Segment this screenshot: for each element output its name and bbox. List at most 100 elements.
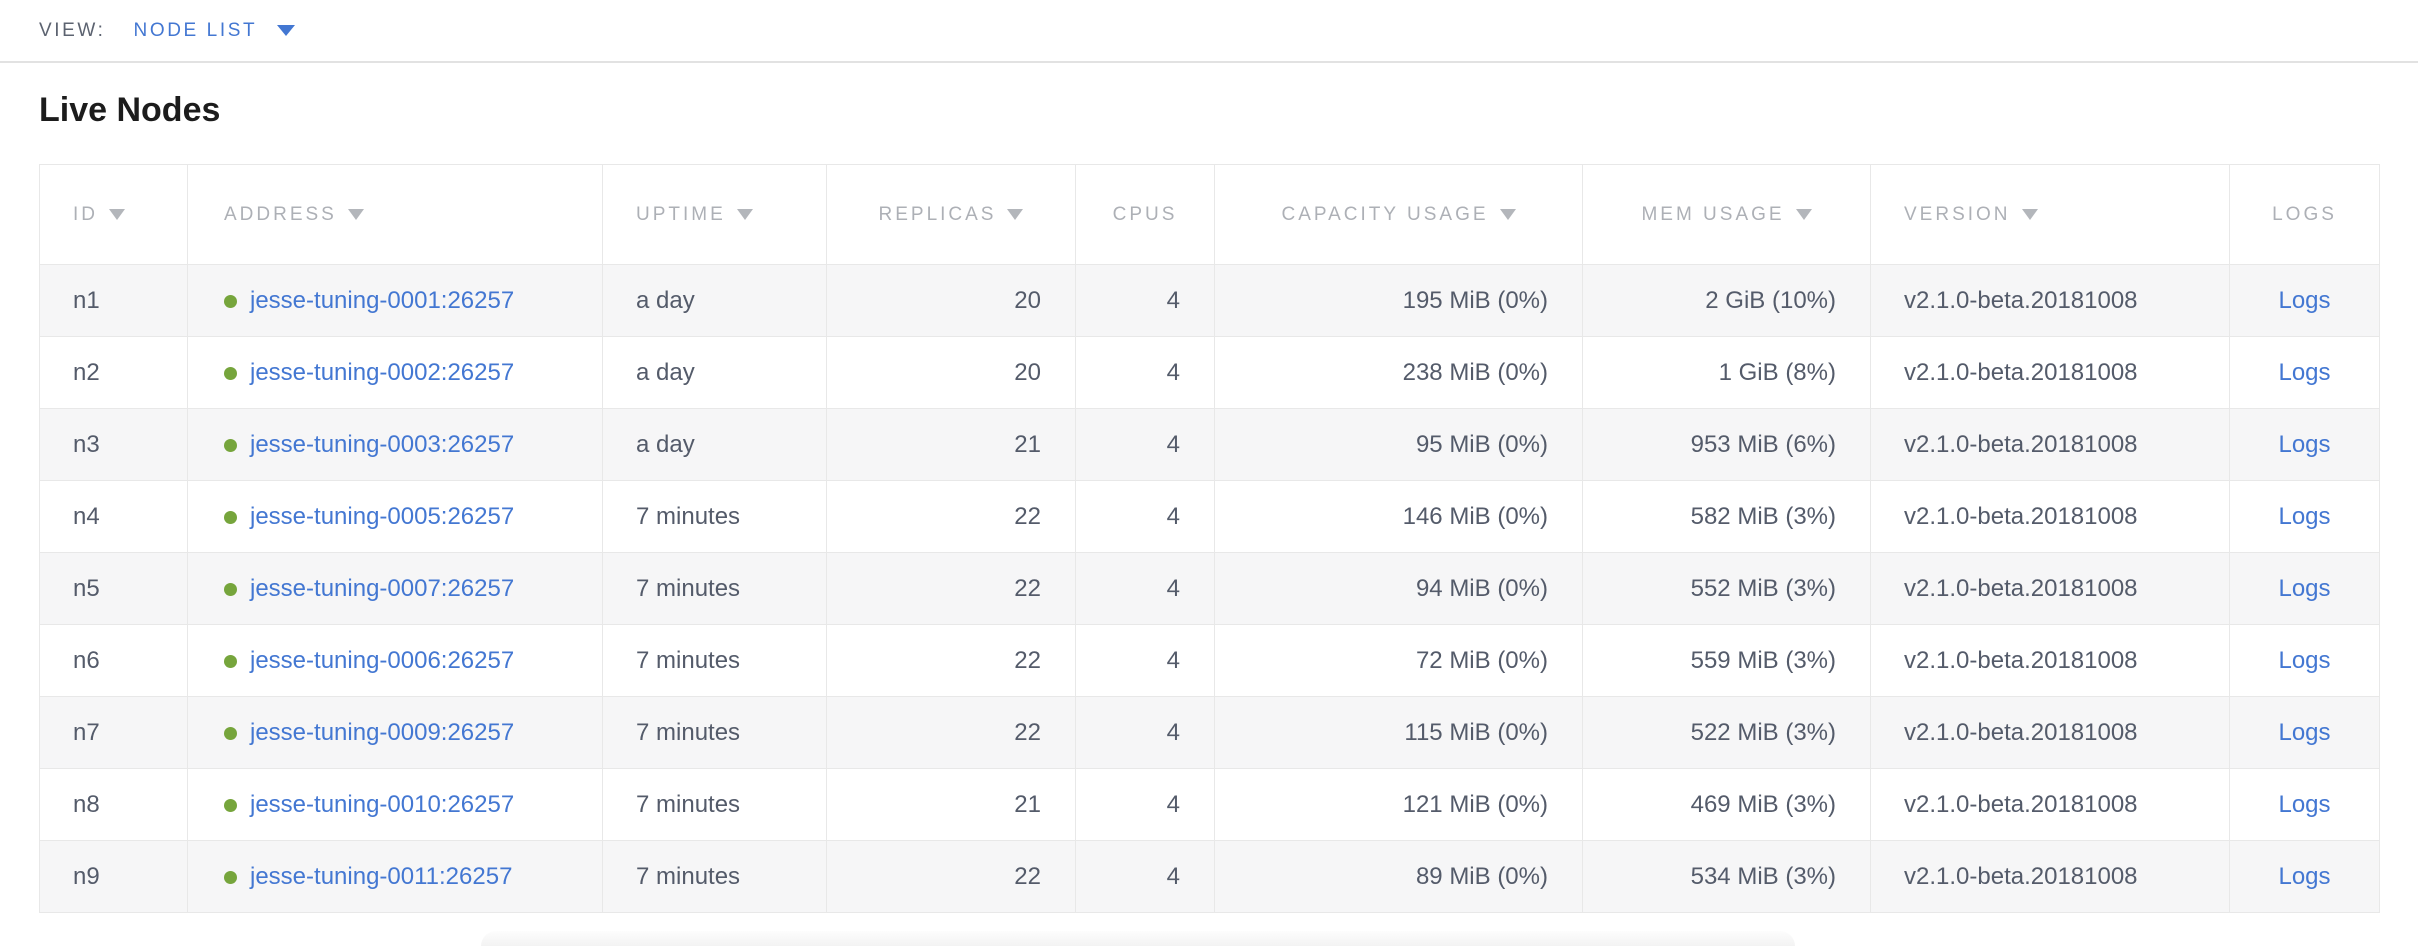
sort-desc-arrow-icon — [2021, 208, 2038, 220]
node-live-status-icon — [224, 366, 237, 380]
view-dropdown[interactable]: NODE LIST — [134, 20, 296, 42]
node-live-status-icon — [224, 654, 237, 668]
cell-cpus: 4 — [1075, 480, 1215, 553]
live-nodes-table-container: ID ADDRESS UPTIME REPLICAS CPUS CAPACITY USAG… — [39, 164, 2380, 913]
table-row: n3 jesse-tuning-0003:26257 a day 21 4 95 MiB … — [39, 408, 2380, 481]
logs-link[interactable]: Logs — [2278, 502, 2331, 530]
cell-cpus: 4 — [1075, 696, 1215, 769]
table-row: n6 jesse-tuning-0006:26257 7 minutes 22 4 72 … — [39, 624, 2380, 697]
cell-address: jesse-tuning-0011:26257 — [187, 840, 603, 913]
live-nodes-table: ID ADDRESS UPTIME REPLICAS CPUS CAPACITY USAG… — [39, 164, 2380, 913]
cell-logs: Logs — [2229, 264, 2380, 337]
cell-id: n8 — [39, 768, 188, 841]
cell-cpus: 4 — [1075, 624, 1215, 697]
column-header-id[interactable]: ID — [39, 164, 188, 265]
table-row: n1 jesse-tuning-0001:26257 a day 20 4 195 MiB… — [39, 264, 2380, 337]
cell-mem: 534 MiB (3%) — [1582, 840, 1871, 913]
logs-link[interactable]: Logs — [2278, 790, 2331, 818]
cell-uptime: 7 minutes — [602, 480, 827, 553]
cell-logs: Logs — [2229, 696, 2380, 769]
cell-version: v2.1.0-beta.20181008 — [1870, 552, 2230, 625]
cell-uptime: 7 minutes — [602, 696, 827, 769]
node-address-link[interactable]: jesse-tuning-0005:26257 — [250, 502, 515, 530]
node-address-link[interactable]: jesse-tuning-0007:26257 — [250, 574, 515, 602]
column-header-version[interactable]: VERSION — [1870, 164, 2230, 265]
cell-capacity: 238 MiB (0%) — [1214, 336, 1583, 409]
column-header-label: LOGS — [2272, 203, 2337, 225]
cell-logs: Logs — [2229, 336, 2380, 409]
logs-link[interactable]: Logs — [2278, 862, 2331, 890]
node-live-status-icon — [224, 294, 237, 308]
cell-capacity: 95 MiB (0%) — [1214, 408, 1583, 481]
column-header-replicas[interactable]: REPLICAS — [826, 164, 1076, 265]
cell-mem: 2 GiB (10%) — [1582, 264, 1871, 337]
cell-mem: 559 MiB (3%) — [1582, 624, 1871, 697]
cell-logs: Logs — [2229, 768, 2380, 841]
logs-link[interactable]: Logs — [2278, 574, 2331, 602]
logs-link[interactable]: Logs — [2278, 646, 2331, 674]
node-address-link[interactable]: jesse-tuning-0001:26257 — [250, 286, 515, 314]
cell-capacity: 146 MiB (0%) — [1214, 480, 1583, 553]
cell-replicas: 20 — [826, 336, 1076, 409]
table-row: n9 jesse-tuning-0011:26257 7 minutes 22 4 89 … — [39, 840, 2380, 913]
table-row: n4 jesse-tuning-0005:26257 7 minutes 22 4 146… — [39, 480, 2380, 553]
cell-id: n2 — [39, 336, 188, 409]
cell-logs: Logs — [2229, 408, 2380, 481]
cell-address: jesse-tuning-0002:26257 — [187, 336, 603, 409]
node-live-status-icon — [224, 582, 237, 596]
logs-link[interactable]: Logs — [2278, 430, 2331, 458]
column-header-uptime[interactable]: UPTIME — [602, 164, 827, 265]
cell-cpus: 4 — [1075, 336, 1215, 409]
cell-mem: 953 MiB (6%) — [1582, 408, 1871, 481]
column-header-capacity[interactable]: CAPACITY USAGE — [1214, 164, 1583, 265]
cell-address: jesse-tuning-0010:26257 — [187, 768, 603, 841]
cell-replicas: 20 — [826, 264, 1076, 337]
cell-version: v2.1.0-beta.20181008 — [1870, 696, 2230, 769]
cell-version: v2.1.0-beta.20181008 — [1870, 336, 2230, 409]
cell-replicas: 22 — [826, 840, 1076, 913]
column-header-mem[interactable]: MEM USAGE — [1582, 164, 1871, 265]
node-live-status-icon — [224, 870, 237, 884]
node-address-link[interactable]: jesse-tuning-0003:26257 — [250, 430, 515, 458]
cell-capacity: 94 MiB (0%) — [1214, 552, 1583, 625]
cell-id: n3 — [39, 408, 188, 481]
cell-uptime: 7 minutes — [602, 768, 827, 841]
view-dropdown-value: NODE LIST — [133, 19, 258, 41]
cell-address: jesse-tuning-0001:26257 — [187, 264, 603, 337]
node-address-link[interactable]: jesse-tuning-0006:26257 — [250, 646, 515, 674]
column-header-label: MEM USAGE — [1641, 203, 1785, 225]
cell-version: v2.1.0-beta.20181008 — [1870, 408, 2230, 481]
logs-link[interactable]: Logs — [2278, 358, 2331, 386]
cell-id: n6 — [39, 624, 188, 697]
node-address-link[interactable]: jesse-tuning-0009:26257 — [250, 718, 515, 746]
node-address-link[interactable]: jesse-tuning-0010:26257 — [250, 790, 515, 818]
column-header-address[interactable]: ADDRESS — [187, 164, 603, 265]
sort-desc-arrow-icon — [736, 208, 753, 220]
column-header-label: UPTIME — [636, 203, 726, 225]
node-live-status-icon — [224, 510, 237, 524]
cell-version: v2.1.0-beta.20181008 — [1870, 840, 2230, 913]
column-header-label: VERSION — [1904, 203, 2011, 225]
cell-cpus: 4 — [1075, 408, 1215, 481]
cell-address: jesse-tuning-0006:26257 — [187, 624, 603, 697]
cell-cpus: 4 — [1075, 552, 1215, 625]
column-header-label: ADDRESS — [224, 203, 337, 225]
cell-version: v2.1.0-beta.20181008 — [1870, 264, 2230, 337]
logs-link[interactable]: Logs — [2278, 286, 2331, 314]
cell-id: n7 — [39, 696, 188, 769]
logs-link[interactable]: Logs — [2278, 718, 2331, 746]
cell-address: jesse-tuning-0003:26257 — [187, 408, 603, 481]
cell-capacity: 195 MiB (0%) — [1214, 264, 1583, 337]
cell-address: jesse-tuning-0007:26257 — [187, 552, 603, 625]
cell-id: n9 — [39, 840, 188, 913]
cell-uptime: 7 minutes — [602, 552, 827, 625]
node-address-link[interactable]: jesse-tuning-0011:26257 — [250, 862, 513, 890]
node-address-link[interactable]: jesse-tuning-0002:26257 — [250, 358, 515, 386]
sort-desc-arrow-icon — [347, 208, 364, 220]
node-live-status-icon — [224, 726, 237, 740]
cell-mem: 1 GiB (8%) — [1582, 336, 1871, 409]
node-live-status-icon — [224, 438, 237, 452]
column-header-label: CAPACITY USAGE — [1281, 203, 1489, 225]
cell-uptime: 7 minutes — [602, 624, 827, 697]
sort-desc-arrow-icon — [1499, 208, 1516, 220]
